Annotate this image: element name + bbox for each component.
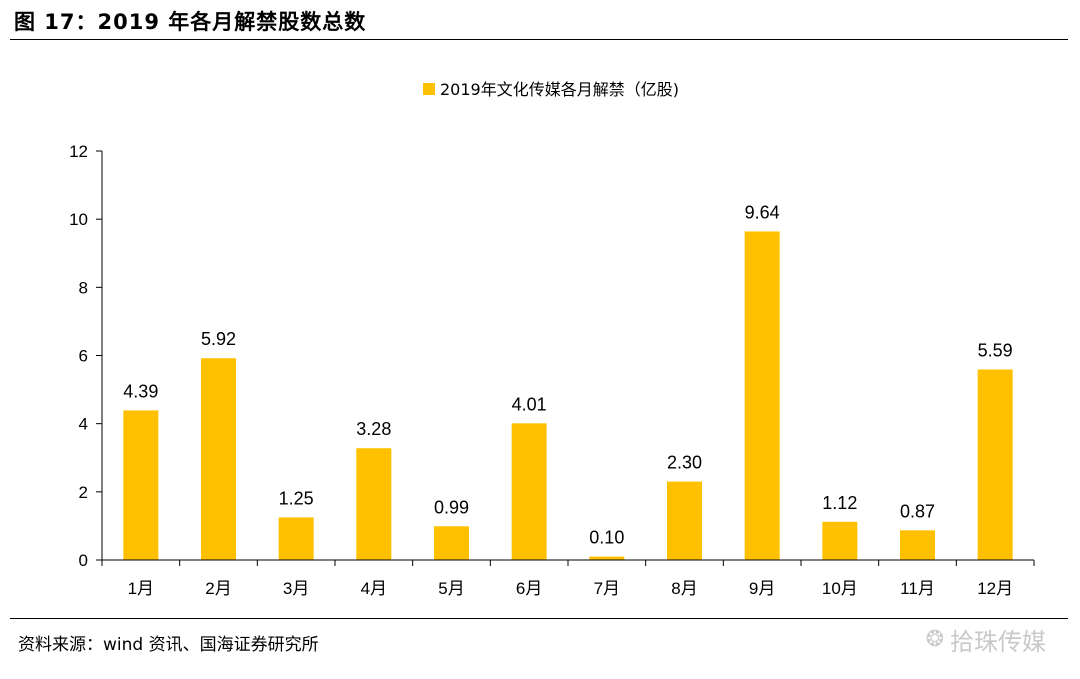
x-tick-label: 2月 xyxy=(205,579,231,598)
x-tick-label: 9月 xyxy=(749,579,775,598)
x-tick-label: 1月 xyxy=(128,579,154,598)
bar-chart: 2019年文化传媒各月解禁（亿股) 0 2 4 6 8 10 12 4.39 5.92 1.25… xyxy=(69,80,1035,598)
x-tick-label: 10月 xyxy=(822,579,858,598)
data-label: 2.30 xyxy=(667,453,702,473)
y-tick-label: 0 xyxy=(79,551,88,570)
bar xyxy=(900,530,935,560)
bar xyxy=(977,369,1013,560)
legend-label: 2019年文化传媒各月解禁（亿股) xyxy=(440,80,679,99)
bottom-rule xyxy=(10,618,1068,619)
y-axis: 0 2 4 6 8 10 12 xyxy=(69,142,103,570)
top-rule xyxy=(10,39,1068,40)
chart-legend: 2019年文化传媒各月解禁（亿股) xyxy=(423,80,679,99)
data-label: 0.10 xyxy=(589,528,624,548)
x-tick-label: 8月 xyxy=(671,579,697,598)
bar xyxy=(201,358,236,560)
x-tick-label: 7月 xyxy=(594,579,620,598)
x-tick-label: 11月 xyxy=(900,579,935,598)
legend-swatch xyxy=(423,83,435,95)
bar xyxy=(511,423,547,560)
data-label: 5.59 xyxy=(978,340,1013,360)
x-tick-label: 5月 xyxy=(438,579,464,598)
bar xyxy=(822,521,858,560)
x-tick-label: 4月 xyxy=(361,579,387,598)
source-note: 资料来源：wind 资讯、国海证券研究所 xyxy=(18,635,319,655)
figure-title: 图 17：2019 年各月解禁股数总数 xyxy=(14,10,367,34)
y-tick-label: 10 xyxy=(69,210,88,229)
x-tick-label: 12月 xyxy=(977,579,1013,598)
data-label: 4.39 xyxy=(123,381,158,401)
y-tick-label: 6 xyxy=(79,347,88,366)
data-label: 1.12 xyxy=(822,493,857,513)
bar xyxy=(667,481,702,560)
data-label: 9.64 xyxy=(745,202,780,222)
bar-series: 4.39 5.92 1.25 3.28 0.99 4.01 0.10 2.30 9.64 1.12… xyxy=(123,202,1013,561)
watermark: ❂ 拾珠传媒 xyxy=(926,622,1046,657)
data-label: 1.25 xyxy=(279,488,314,508)
bar xyxy=(356,448,392,560)
data-label: 5.92 xyxy=(201,329,236,349)
y-tick-label: 2 xyxy=(79,483,88,502)
x-tick-label: 3月 xyxy=(283,579,309,598)
y-tick-label: 8 xyxy=(79,278,88,297)
data-label: 4.01 xyxy=(512,394,547,414)
x-axis: 1月 2月 3月 4月 5月 6月 7月 8月 9月 10月 11月 12月 xyxy=(101,559,1035,598)
bar xyxy=(434,526,469,560)
y-tick-label: 12 xyxy=(69,142,88,161)
x-tick-label: 6月 xyxy=(516,579,542,598)
y-tick-label: 4 xyxy=(79,415,88,434)
data-label: 0.87 xyxy=(900,501,935,521)
bar xyxy=(123,410,159,560)
bar xyxy=(589,556,625,560)
bar xyxy=(744,231,780,561)
bar xyxy=(278,517,314,560)
watermark-text: 拾珠传媒 xyxy=(950,628,1046,656)
wechat-icon: ❂ xyxy=(925,627,944,652)
data-label: 3.28 xyxy=(356,419,391,439)
data-label: 0.99 xyxy=(434,497,469,517)
